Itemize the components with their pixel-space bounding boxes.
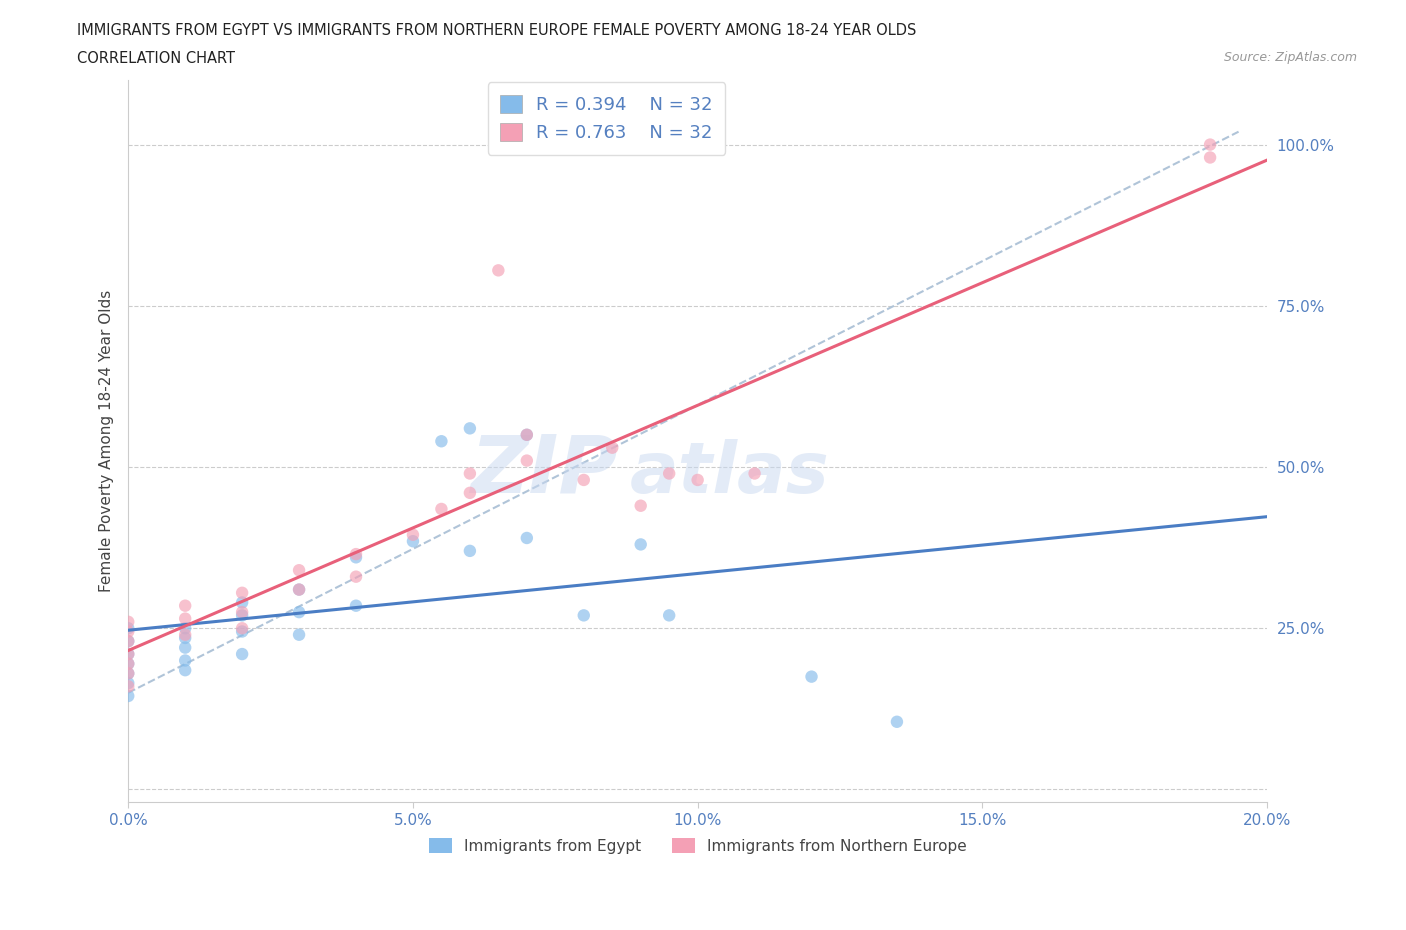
Point (1199, 150, 1222, 165)
Point (430, 433, 453, 448)
Point (516, 428, 538, 443)
Point (1199, 137, 1222, 152)
Point (288, 627, 311, 642)
Point (658, 466, 681, 481)
Point (117, 624, 139, 639)
Point (231, 585, 253, 600)
Point (231, 608, 253, 623)
Point (516, 453, 538, 468)
Point (117, 621, 139, 636)
Point (117, 633, 139, 648)
Point (174, 663, 197, 678)
Point (117, 615, 139, 630)
Point (430, 501, 453, 516)
Point (117, 675, 139, 690)
Point (117, 646, 139, 661)
Point (458, 485, 481, 500)
Point (117, 688, 139, 703)
Point (458, 466, 481, 481)
Point (174, 627, 197, 642)
Point (174, 653, 197, 668)
Point (288, 563, 311, 578)
Point (458, 543, 481, 558)
Point (344, 598, 367, 613)
Point (174, 598, 197, 613)
Point (658, 608, 681, 623)
Point (231, 604, 253, 619)
Point (744, 466, 766, 481)
Point (572, 608, 595, 623)
Point (344, 550, 367, 565)
Point (344, 547, 367, 562)
Point (686, 472, 709, 487)
Point (288, 582, 311, 597)
Point (231, 595, 253, 610)
Point (630, 537, 652, 551)
Point (231, 624, 253, 639)
Point (117, 633, 139, 648)
Point (174, 640, 197, 655)
Point (288, 604, 311, 619)
Point (516, 530, 538, 545)
Point (402, 527, 425, 542)
Text: ZIP: ZIP (471, 432, 617, 509)
Legend: Immigrants from Egypt, Immigrants from Northern Europe: Immigrants from Egypt, Immigrants from N… (423, 831, 973, 859)
Point (117, 679, 139, 694)
Point (344, 569, 367, 584)
Point (288, 582, 311, 597)
Point (174, 631, 197, 645)
Point (800, 670, 823, 684)
Point (117, 646, 139, 661)
Point (572, 472, 595, 487)
Point (486, 263, 509, 278)
Y-axis label: Female Poverty Among 18-24 Year Olds: Female Poverty Among 18-24 Year Olds (100, 290, 114, 592)
Point (402, 534, 425, 549)
Point (117, 666, 139, 681)
Point (117, 666, 139, 681)
Text: atlas: atlas (630, 439, 830, 509)
Point (117, 657, 139, 671)
Point (174, 621, 197, 636)
Point (231, 621, 253, 636)
Text: IMMIGRANTS FROM EGYPT VS IMMIGRANTS FROM NORTHERN EUROPE FEMALE POVERTY AMONG 18: IMMIGRANTS FROM EGYPT VS IMMIGRANTS FROM… (77, 23, 917, 38)
Point (886, 714, 908, 729)
Point (600, 440, 623, 455)
Text: Source: ZipAtlas.com: Source: ZipAtlas.com (1223, 51, 1357, 64)
Point (458, 421, 481, 436)
Point (516, 428, 538, 443)
Point (174, 611, 197, 626)
Text: CORRELATION CHART: CORRELATION CHART (77, 51, 235, 66)
Point (630, 498, 652, 513)
Point (117, 657, 139, 671)
Point (231, 646, 253, 661)
